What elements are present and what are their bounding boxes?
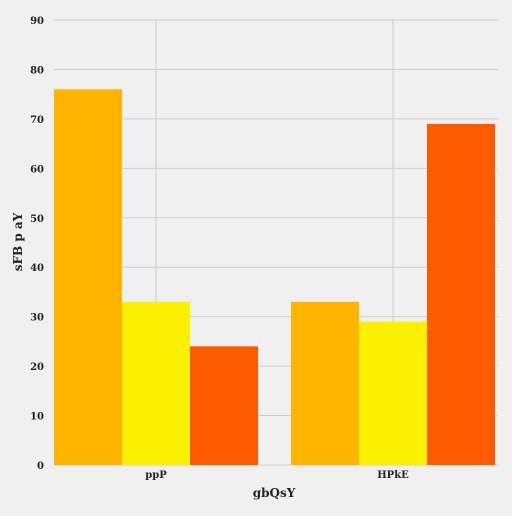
y-tick-label: 80 <box>30 65 44 76</box>
y-axis-label: sFB p aY <box>11 212 25 271</box>
bar <box>427 123 495 465</box>
bar <box>190 346 258 465</box>
bar <box>291 301 359 465</box>
y-tick-label: 10 <box>30 412 44 423</box>
y-tick-label: 60 <box>30 164 44 175</box>
x-axis-label: gbQsY <box>253 486 296 500</box>
bar <box>54 89 122 465</box>
y-tick-label: 70 <box>30 115 44 126</box>
y-tick-label: 30 <box>30 313 44 324</box>
y-tick-label: 50 <box>30 214 44 225</box>
bar <box>122 301 190 465</box>
ticks-layer: 0 10 20 30 40 50 60 70 80 90 ppP HPkE <box>30 16 409 481</box>
x-tick-label: HPkE <box>377 470 409 481</box>
bar <box>359 321 427 465</box>
y-tick-label: 90 <box>30 16 44 27</box>
x-tick-label: ppP <box>145 470 167 481</box>
bars-layer <box>54 89 495 465</box>
y-tick-label: 20 <box>30 362 44 373</box>
y-tick-label: 0 <box>37 461 44 472</box>
y-tick-label: 40 <box>30 263 44 274</box>
